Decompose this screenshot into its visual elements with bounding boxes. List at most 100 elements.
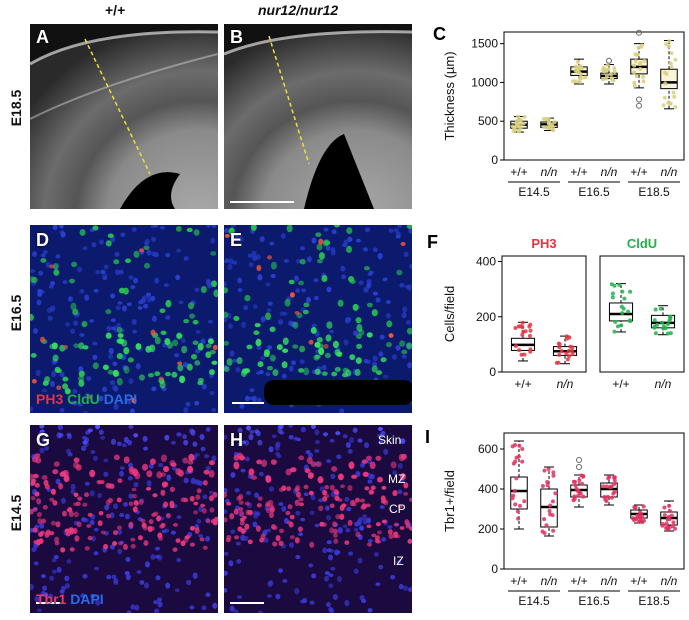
cell-dot: [292, 344, 299, 349]
cell-dot: [278, 540, 284, 547]
cell-dot: [194, 349, 200, 354]
cell-dot: [133, 433, 139, 438]
cell-dot: [200, 503, 206, 508]
data-point: [612, 329, 617, 334]
x-tick-label: +/+: [570, 574, 587, 588]
cell-dot: [251, 475, 258, 480]
cell-dot: [62, 376, 69, 382]
cell-dot: [196, 518, 202, 524]
cell-dot: [105, 309, 112, 315]
data-point: [580, 481, 585, 486]
data-point: [638, 60, 643, 65]
cell-dot: [75, 501, 81, 507]
cell-dot: [75, 464, 82, 471]
data-point: [638, 67, 643, 72]
cell-dot: [294, 310, 300, 315]
cell-dot: [110, 326, 116, 331]
cell-dot: [377, 426, 383, 432]
cell-dot: [56, 368, 63, 374]
cell-dot: [64, 388, 71, 395]
cell-dot: [106, 574, 112, 580]
column-header-mutant: nur12/nur12: [258, 2, 339, 18]
row-label-e18-5: E18.5: [8, 89, 24, 127]
cell-dot: [151, 315, 157, 322]
data-point: [571, 479, 576, 484]
cell-dot: [262, 529, 268, 536]
cell-dot: [125, 574, 131, 581]
data-point: [546, 466, 551, 471]
cell-dot: [165, 299, 172, 308]
cell-dot: [346, 316, 352, 323]
cell-dot: [174, 588, 180, 592]
cell-dot: [176, 515, 182, 520]
cell-dot: [236, 495, 242, 501]
data-point: [628, 289, 633, 294]
cell-dot: [377, 252, 383, 260]
y-tick-label: 0: [491, 153, 498, 167]
cell-dot: [93, 551, 99, 556]
data-point: [510, 124, 515, 129]
cell-dot: [372, 361, 378, 367]
cell-dot: [324, 575, 330, 582]
cell-dot: [382, 277, 388, 282]
cell-dot: [159, 308, 166, 314]
cell-dot: [87, 395, 93, 400]
cell-dot: [309, 510, 315, 515]
cell-dot: [169, 486, 175, 493]
cell-dot: [298, 368, 305, 373]
cell-dot: [153, 225, 159, 228]
cell-dot: [186, 579, 192, 586]
cell-dot: [116, 441, 122, 447]
cell-dot: [345, 528, 351, 533]
cell-dot: [160, 330, 167, 336]
cell-dot: [211, 280, 218, 288]
cell-dot: [84, 481, 90, 486]
cell-dot: [386, 320, 393, 328]
cell-dot: [294, 499, 300, 507]
cell-dot: [155, 575, 161, 581]
cell-dot: [92, 354, 98, 360]
cell-dot: [165, 513, 171, 518]
cell-dot: [103, 543, 109, 550]
cell-dot: [116, 497, 122, 503]
cell-dot: [36, 608, 42, 613]
cell-dot: [346, 245, 353, 253]
data-point: [513, 502, 518, 507]
cell-dot: [260, 356, 266, 361]
data-point: [615, 324, 620, 329]
data-point: [545, 479, 550, 484]
cell-dot: [163, 465, 170, 473]
cell-dot: [30, 313, 34, 321]
stain-dapi: DAPI: [103, 391, 138, 407]
cell-dot: [90, 449, 96, 455]
cell-dot: [208, 460, 215, 466]
cell-dot: [311, 237, 317, 244]
y-tick-label: 600: [478, 442, 498, 456]
cell-dot: [172, 339, 179, 347]
data-point: [577, 70, 582, 75]
cell-dot: [365, 455, 372, 461]
cell-dot: [82, 246, 88, 251]
cell-dot: [224, 570, 228, 576]
cell-dot: [408, 227, 412, 234]
cell-dot: [329, 438, 335, 443]
cell-dot: [328, 573, 334, 578]
cell-dot: [330, 247, 336, 252]
cell-dot: [286, 225, 293, 233]
x-tick-label: n/n: [601, 165, 618, 179]
cell-dot: [224, 551, 229, 556]
cell-dot: [55, 478, 61, 485]
cell-dot: [211, 455, 217, 462]
x-tick-label: +/+: [510, 574, 527, 588]
cell-dot: [253, 510, 259, 516]
cell-dot: [407, 587, 412, 593]
cell-dot: [142, 435, 148, 442]
cell-dot: [393, 534, 399, 539]
data-point: [668, 61, 673, 66]
cell-dot: [33, 561, 39, 566]
cell-dot: [329, 503, 335, 509]
cell-dot: [81, 321, 88, 328]
data-point: [565, 357, 570, 362]
cell-dot: [254, 429, 260, 434]
cell-dot: [110, 380, 116, 386]
